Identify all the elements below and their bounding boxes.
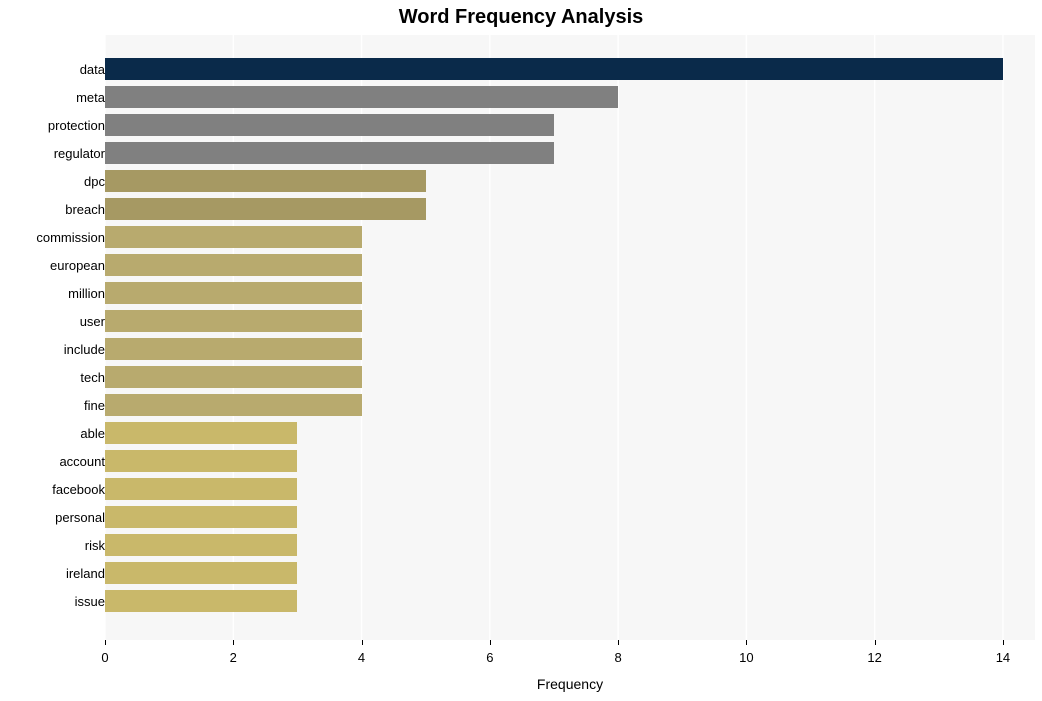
bar-row xyxy=(105,394,1035,416)
bar xyxy=(105,450,297,472)
bar xyxy=(105,170,426,192)
y-tick-label: ireland xyxy=(0,566,105,581)
y-tick-label: issue xyxy=(0,594,105,609)
bar xyxy=(105,282,362,304)
bar-row xyxy=(105,450,1035,472)
y-tick-label: tech xyxy=(0,370,105,385)
bar-row xyxy=(105,562,1035,584)
bar-row xyxy=(105,590,1035,612)
chart-title: Word Frequency Analysis xyxy=(0,6,1042,29)
x-tick-mark xyxy=(875,640,876,645)
plot-area xyxy=(105,35,1035,640)
y-tick-label: account xyxy=(0,454,105,469)
x-tick-label: 0 xyxy=(85,650,125,665)
bar-row xyxy=(105,506,1035,528)
bar-row xyxy=(105,366,1035,388)
bar xyxy=(105,478,297,500)
bar-row xyxy=(105,534,1035,556)
bar-row xyxy=(105,478,1035,500)
bar xyxy=(105,366,362,388)
x-tick-mark xyxy=(618,640,619,645)
x-tick-mark xyxy=(105,640,106,645)
y-tick-label: breach xyxy=(0,202,105,217)
y-tick-label: million xyxy=(0,286,105,301)
y-tick-label: personal xyxy=(0,510,105,525)
y-tick-label: protection xyxy=(0,118,105,133)
y-tick-label: european xyxy=(0,258,105,273)
bar xyxy=(105,506,297,528)
y-tick-label: risk xyxy=(0,538,105,553)
bar xyxy=(105,534,297,556)
bar xyxy=(105,226,362,248)
bar-row xyxy=(105,198,1035,220)
x-axis-title: Frequency xyxy=(105,676,1035,692)
y-tick-label: include xyxy=(0,342,105,357)
bar xyxy=(105,114,554,136)
bar-row xyxy=(105,226,1035,248)
bar xyxy=(105,394,362,416)
y-tick-label: commission xyxy=(0,230,105,245)
bar-row xyxy=(105,254,1035,276)
bar xyxy=(105,562,297,584)
word-frequency-chart: Word Frequency Analysis data meta protecti… xyxy=(0,0,1042,701)
y-tick-label: able xyxy=(0,426,105,441)
bar xyxy=(105,86,618,108)
bar-row xyxy=(105,142,1035,164)
y-tick-label: dpc xyxy=(0,174,105,189)
bar-row xyxy=(105,114,1035,136)
y-tick-label: regulator xyxy=(0,146,105,161)
x-tick-label: 4 xyxy=(342,650,382,665)
bar xyxy=(105,422,297,444)
x-tick-label: 8 xyxy=(598,650,638,665)
bar xyxy=(105,338,362,360)
bar-row xyxy=(105,338,1035,360)
x-tick-label: 12 xyxy=(855,650,895,665)
bar xyxy=(105,198,426,220)
x-tick-label: 10 xyxy=(726,650,766,665)
bar-row xyxy=(105,310,1035,332)
bar-row xyxy=(105,282,1035,304)
bar xyxy=(105,254,362,276)
y-tick-label: fine xyxy=(0,398,105,413)
y-tick-label: facebook xyxy=(0,482,105,497)
bar xyxy=(105,142,554,164)
y-tick-label: meta xyxy=(0,90,105,105)
bar-row xyxy=(105,170,1035,192)
x-tick-mark xyxy=(746,640,747,645)
y-tick-label: data xyxy=(0,62,105,77)
bar-row xyxy=(105,86,1035,108)
x-tick-mark xyxy=(233,640,234,645)
x-tick-label: 2 xyxy=(213,650,253,665)
x-tick-mark xyxy=(490,640,491,645)
bar xyxy=(105,310,362,332)
y-tick-label: user xyxy=(0,314,105,329)
bar xyxy=(105,58,1003,80)
x-tick-mark xyxy=(1003,640,1004,645)
x-tick-label: 14 xyxy=(983,650,1023,665)
x-tick-label: 6 xyxy=(470,650,510,665)
bar-row xyxy=(105,422,1035,444)
x-tick-mark xyxy=(362,640,363,645)
bar xyxy=(105,590,297,612)
bar-row xyxy=(105,58,1035,80)
